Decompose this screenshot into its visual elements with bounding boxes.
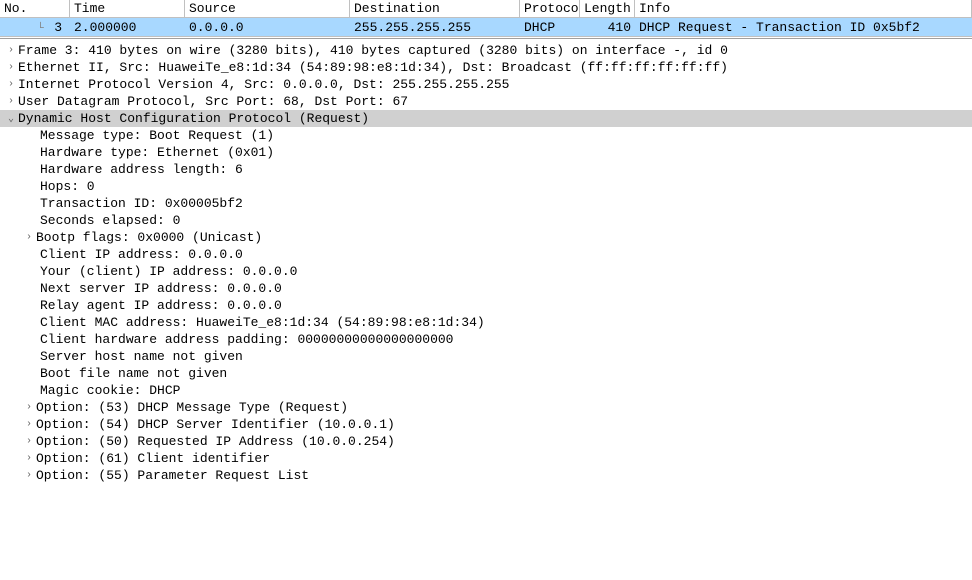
dhcp-flags[interactable]: › Bootp flags: 0x0000 (Unicast) <box>0 229 972 246</box>
tree-frame-label: Frame 3: 410 bytes on wire (3280 bits), … <box>18 43 728 58</box>
chevron-right-icon[interactable]: › <box>22 436 36 447</box>
tree-dhcp[interactable]: ⌄ Dynamic Host Configuration Protocol (R… <box>0 110 972 127</box>
dhcp-ciaddr-label: Client IP address: 0.0.0.0 <box>40 247 243 262</box>
packet-list-header: No. Time Source Destination Protocol Len… <box>0 0 972 18</box>
tree-frame[interactable]: › Frame 3: 410 bytes on wire (3280 bits)… <box>0 42 972 59</box>
pane-separator[interactable] <box>0 38 972 39</box>
chevron-right-icon[interactable]: › <box>22 470 36 481</box>
tree-branch-icon: └ <box>34 23 46 35</box>
dhcp-secs-label: Seconds elapsed: 0 <box>40 213 180 228</box>
tree-udp[interactable]: › User Datagram Protocol, Src Port: 68, … <box>0 93 972 110</box>
col-header-protocol[interactable]: Protocol <box>520 0 580 17</box>
dhcp-giaddr[interactable]: Relay agent IP address: 0.0.0.0 <box>0 297 972 314</box>
dhcp-flags-label: Bootp flags: 0x0000 (Unicast) <box>36 230 262 245</box>
dhcp-hops-label: Hops: 0 <box>40 179 95 194</box>
dhcp-yiaddr[interactable]: Your (client) IP address: 0.0.0.0 <box>0 263 972 280</box>
col-header-time[interactable]: Time <box>70 0 185 17</box>
dhcp-chaddr-label: Client MAC address: HuaweiTe_e8:1d:34 (5… <box>40 315 485 330</box>
chevron-right-icon[interactable]: › <box>4 79 18 90</box>
dhcp-hwtype-label: Hardware type: Ethernet (0x01) <box>40 145 274 160</box>
cell-no-value: 3 <box>54 20 62 35</box>
chevron-right-icon[interactable]: › <box>22 402 36 413</box>
dhcp-hwtype[interactable]: Hardware type: Ethernet (0x01) <box>0 144 972 161</box>
dhcp-yiaddr-label: Your (client) IP address: 0.0.0.0 <box>40 264 297 279</box>
chevron-right-icon[interactable]: › <box>4 62 18 73</box>
chevron-down-icon[interactable]: ⌄ <box>4 113 18 125</box>
dhcp-bootfile-label: Boot file name not given <box>40 366 227 381</box>
col-header-source[interactable]: Source <box>185 0 350 17</box>
dhcp-giaddr-label: Relay agent IP address: 0.0.0.0 <box>40 298 282 313</box>
dhcp-sname[interactable]: Server host name not given <box>0 348 972 365</box>
chevron-right-icon[interactable]: › <box>4 45 18 56</box>
dhcp-opt54-label: Option: (54) DHCP Server Identifier (10.… <box>36 417 395 432</box>
dhcp-hops[interactable]: Hops: 0 <box>0 178 972 195</box>
dhcp-opt55[interactable]: › Option: (55) Parameter Request List <box>0 467 972 484</box>
dhcp-sname-label: Server host name not given <box>40 349 243 364</box>
dhcp-secs[interactable]: Seconds elapsed: 0 <box>0 212 972 229</box>
packet-list-pane: No. Time Source Destination Protocol Len… <box>0 0 972 37</box>
packet-details-pane: › Frame 3: 410 bytes on wire (3280 bits)… <box>0 40 972 484</box>
chevron-right-icon[interactable]: › <box>22 419 36 430</box>
dhcp-xid-label: Transaction ID: 0x00005bf2 <box>40 196 243 211</box>
cell-info: DHCP Request - Transaction ID 0x5bf2 <box>635 19 972 36</box>
cell-length: 410 <box>580 19 635 36</box>
cell-time: 2.000000 <box>70 19 185 36</box>
tree-ip-label: Internet Protocol Version 4, Src: 0.0.0.… <box>18 77 509 92</box>
dhcp-msgtype-label: Message type: Boot Request (1) <box>40 128 274 143</box>
dhcp-cookie-label: Magic cookie: DHCP <box>40 383 180 398</box>
tree-ethernet-label: Ethernet II, Src: HuaweiTe_e8:1d:34 (54:… <box>18 60 728 75</box>
dhcp-chaddr[interactable]: Client MAC address: HuaweiTe_e8:1d:34 (5… <box>0 314 972 331</box>
col-header-length[interactable]: Length <box>580 0 635 17</box>
dhcp-opt61[interactable]: › Option: (61) Client identifier <box>0 450 972 467</box>
dhcp-siaddr-label: Next server IP address: 0.0.0.0 <box>40 281 282 296</box>
tree-udp-label: User Datagram Protocol, Src Port: 68, Ds… <box>18 94 408 109</box>
dhcp-siaddr[interactable]: Next server IP address: 0.0.0.0 <box>0 280 972 297</box>
dhcp-cookie[interactable]: Magic cookie: DHCP <box>0 382 972 399</box>
cell-no: └ 3 <box>0 19 70 36</box>
dhcp-msgtype[interactable]: Message type: Boot Request (1) <box>0 127 972 144</box>
col-header-no[interactable]: No. <box>0 0 70 17</box>
cell-protocol: DHCP <box>520 19 580 36</box>
dhcp-bootfile[interactable]: Boot file name not given <box>0 365 972 382</box>
dhcp-padding[interactable]: Client hardware address padding: 0000000… <box>0 331 972 348</box>
dhcp-xid[interactable]: Transaction ID: 0x00005bf2 <box>0 195 972 212</box>
chevron-right-icon[interactable]: › <box>22 232 36 243</box>
col-header-info[interactable]: Info <box>635 0 972 17</box>
dhcp-opt50-label: Option: (50) Requested IP Address (10.0.… <box>36 434 395 449</box>
dhcp-hwlen-label: Hardware address length: 6 <box>40 162 243 177</box>
chevron-right-icon[interactable]: › <box>22 453 36 464</box>
dhcp-opt50[interactable]: › Option: (50) Requested IP Address (10.… <box>0 433 972 450</box>
col-header-destination[interactable]: Destination <box>350 0 520 17</box>
dhcp-opt53[interactable]: › Option: (53) DHCP Message Type (Reques… <box>0 399 972 416</box>
dhcp-padding-label: Client hardware address padding: 0000000… <box>40 332 453 347</box>
cell-destination: 255.255.255.255 <box>350 19 520 36</box>
packet-row[interactable]: └ 3 2.000000 0.0.0.0 255.255.255.255 DHC… <box>0 18 972 36</box>
tree-ip[interactable]: › Internet Protocol Version 4, Src: 0.0.… <box>0 76 972 93</box>
cell-source: 0.0.0.0 <box>185 19 350 36</box>
dhcp-hwlen[interactable]: Hardware address length: 6 <box>0 161 972 178</box>
tree-ethernet[interactable]: › Ethernet II, Src: HuaweiTe_e8:1d:34 (5… <box>0 59 972 76</box>
dhcp-opt54[interactable]: › Option: (54) DHCP Server Identifier (1… <box>0 416 972 433</box>
dhcp-opt53-label: Option: (53) DHCP Message Type (Request) <box>36 400 348 415</box>
tree-dhcp-label: Dynamic Host Configuration Protocol (Req… <box>18 111 369 126</box>
chevron-right-icon[interactable]: › <box>4 96 18 107</box>
dhcp-opt61-label: Option: (61) Client identifier <box>36 451 270 466</box>
dhcp-opt55-label: Option: (55) Parameter Request List <box>36 468 309 483</box>
dhcp-ciaddr[interactable]: Client IP address: 0.0.0.0 <box>0 246 972 263</box>
